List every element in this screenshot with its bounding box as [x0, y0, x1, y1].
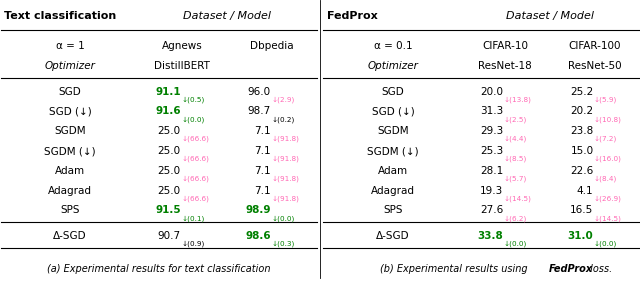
Text: ↓(13.8): ↓(13.8) [504, 96, 532, 103]
Text: DistillBERT: DistillBERT [154, 61, 210, 71]
Text: ↓(7.2): ↓(7.2) [594, 136, 617, 143]
Text: 15.0: 15.0 [570, 146, 593, 156]
Text: Dataset / Model: Dataset / Model [183, 11, 271, 20]
Text: CIFAR-100: CIFAR-100 [569, 41, 621, 51]
Text: ↓(0.0): ↓(0.0) [594, 241, 617, 247]
Text: ↓(0.9): ↓(0.9) [181, 241, 204, 247]
Text: ↓(66.6): ↓(66.6) [181, 176, 209, 182]
Text: SGD: SGD [381, 87, 404, 97]
Text: 20.2: 20.2 [570, 106, 593, 116]
Text: 91.6: 91.6 [155, 106, 180, 116]
Text: 27.6: 27.6 [480, 205, 504, 215]
Text: Dbpedia: Dbpedia [250, 41, 294, 51]
Text: α = 1: α = 1 [56, 41, 84, 51]
Text: α = 0.1: α = 0.1 [374, 41, 412, 51]
Text: 7.1: 7.1 [254, 186, 271, 196]
Text: FedProx: FedProx [326, 11, 378, 20]
Text: (a) Experimental results for text classification: (a) Experimental results for text classi… [47, 264, 270, 273]
Text: SGD (↓): SGD (↓) [372, 106, 414, 116]
Text: 25.3: 25.3 [480, 146, 504, 156]
Text: 22.6: 22.6 [570, 166, 593, 176]
Text: 25.0: 25.0 [157, 186, 180, 196]
Text: 90.7: 90.7 [157, 231, 180, 241]
Text: ↓(0.1): ↓(0.1) [181, 215, 204, 222]
Text: ↓(2.5): ↓(2.5) [504, 116, 527, 123]
Text: 4.1: 4.1 [577, 186, 593, 196]
Text: SPS: SPS [383, 205, 403, 215]
Text: Agnews: Agnews [162, 41, 203, 51]
Text: 28.1: 28.1 [480, 166, 504, 176]
Text: Adam: Adam [378, 166, 408, 176]
Text: 23.8: 23.8 [570, 126, 593, 136]
Text: 25.0: 25.0 [157, 126, 180, 136]
Text: ↓(14.5): ↓(14.5) [504, 195, 532, 202]
Text: 25.0: 25.0 [157, 166, 180, 176]
Text: ↓(0.0): ↓(0.0) [271, 215, 294, 222]
Text: ↓(66.6): ↓(66.6) [181, 156, 209, 162]
Text: (b) Experimental results using: (b) Experimental results using [380, 264, 531, 273]
Text: ↓(14.5): ↓(14.5) [594, 215, 621, 222]
Text: ↓(8.5): ↓(8.5) [504, 156, 527, 162]
Text: ↓(8.4): ↓(8.4) [594, 176, 617, 182]
Text: SGDM: SGDM [54, 126, 86, 136]
Text: ↓(16.0): ↓(16.0) [594, 156, 621, 162]
Text: Optimizer: Optimizer [367, 61, 419, 71]
Text: 96.0: 96.0 [248, 87, 271, 97]
Text: ↓(66.6): ↓(66.6) [181, 195, 209, 202]
Text: 98.7: 98.7 [248, 106, 271, 116]
Text: ↓(0.3): ↓(0.3) [271, 241, 294, 247]
Text: ↓(91.8): ↓(91.8) [271, 136, 299, 143]
Text: SGDM (↓): SGDM (↓) [367, 146, 419, 156]
Text: 33.8: 33.8 [477, 231, 504, 241]
Text: SGD (↓): SGD (↓) [49, 106, 92, 116]
Text: 7.1: 7.1 [254, 166, 271, 176]
Text: ↓(6.2): ↓(6.2) [504, 215, 527, 222]
Text: Dataset / Model: Dataset / Model [506, 11, 594, 20]
Text: 91.1: 91.1 [155, 87, 180, 97]
Text: Optimizer: Optimizer [45, 61, 95, 71]
Text: ↓(4.4): ↓(4.4) [504, 136, 527, 143]
Text: ↓(10.8): ↓(10.8) [594, 116, 621, 123]
Text: ↓(0.0): ↓(0.0) [181, 116, 204, 123]
Text: SGDM (↓): SGDM (↓) [44, 146, 96, 156]
Text: 19.3: 19.3 [480, 186, 504, 196]
Text: ↓(91.8): ↓(91.8) [271, 176, 299, 182]
Text: FedProx: FedProx [549, 264, 593, 273]
Text: 31.0: 31.0 [568, 231, 593, 241]
Text: 91.5: 91.5 [155, 205, 180, 215]
Text: Adagrad: Adagrad [48, 186, 92, 196]
Text: 25.0: 25.0 [157, 146, 180, 156]
Text: ResNet-50: ResNet-50 [568, 61, 622, 71]
Text: ResNet-18: ResNet-18 [478, 61, 532, 71]
Text: ↓(26.9): ↓(26.9) [594, 195, 621, 202]
Text: Δ-SGD: Δ-SGD [53, 231, 87, 241]
Text: 31.3: 31.3 [480, 106, 504, 116]
Text: ↓(5.7): ↓(5.7) [504, 176, 527, 182]
Text: 98.6: 98.6 [245, 231, 271, 241]
Text: ↓(91.8): ↓(91.8) [271, 156, 299, 162]
Text: 98.9: 98.9 [245, 205, 271, 215]
Text: Text classification: Text classification [4, 11, 116, 20]
Text: 7.1: 7.1 [254, 126, 271, 136]
Text: 29.3: 29.3 [480, 126, 504, 136]
Text: Adagrad: Adagrad [371, 186, 415, 196]
Text: ↓(2.9): ↓(2.9) [271, 96, 294, 103]
Text: CIFAR-10: CIFAR-10 [482, 41, 528, 51]
Text: Adam: Adam [55, 166, 85, 176]
Text: ↓(0.0): ↓(0.0) [504, 241, 527, 247]
Text: ↓(0.2): ↓(0.2) [271, 116, 294, 123]
Text: ↓(0.5): ↓(0.5) [181, 96, 204, 103]
Text: SGD: SGD [59, 87, 81, 97]
Text: SPS: SPS [60, 205, 80, 215]
Text: loss.: loss. [587, 264, 612, 273]
Text: ↓(91.8): ↓(91.8) [271, 195, 299, 202]
Text: SGDM: SGDM [377, 126, 409, 136]
Text: Δ-SGD: Δ-SGD [376, 231, 410, 241]
Text: ↓(5.9): ↓(5.9) [594, 96, 617, 103]
Text: ↓(66.6): ↓(66.6) [181, 136, 209, 143]
Text: 25.2: 25.2 [570, 87, 593, 97]
Text: 7.1: 7.1 [254, 146, 271, 156]
Text: 16.5: 16.5 [570, 205, 593, 215]
Text: 20.0: 20.0 [481, 87, 504, 97]
